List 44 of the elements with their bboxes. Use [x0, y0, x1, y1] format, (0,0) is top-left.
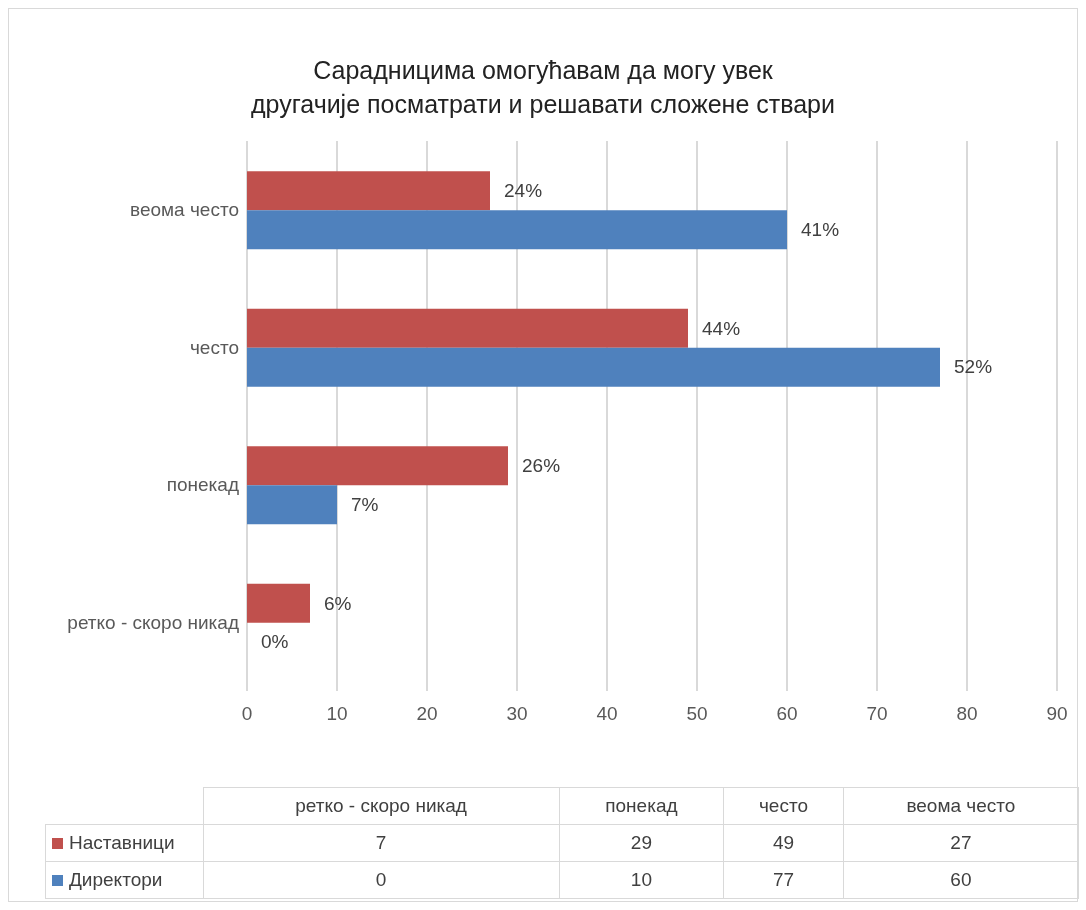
- annotation: 41%: [801, 218, 840, 240]
- category-label: веома често: [843, 787, 1079, 825]
- data-label: 29: [559, 824, 724, 862]
- annotation: 44%: [702, 317, 741, 339]
- legend-label: Наставници: [45, 824, 203, 862]
- chart-title: Сарадницима омогућавам да могу увек другачије посматрати и решавати сложене ствари: [250, 55, 836, 120]
- annotation: 24%: [504, 180, 543, 202]
- annotation: 6%: [324, 592, 352, 614]
- annotation: 7%: [351, 493, 379, 515]
- y-tick-label: често: [189, 336, 239, 358]
- legend-label: Директори: [45, 861, 203, 899]
- annotation: 52%: [954, 356, 993, 378]
- x-tick-label: 0: [241, 703, 253, 725]
- data-label: 0: [203, 861, 560, 899]
- y-tick-label: понекад: [166, 474, 239, 496]
- x-tick-label: 60: [776, 703, 798, 725]
- data-label: 49: [723, 824, 844, 862]
- data-label: 27: [843, 824, 1079, 862]
- x-tick-label: 40: [596, 703, 618, 725]
- data-label: 10: [559, 861, 724, 899]
- x-tick-label: 30: [506, 703, 528, 725]
- data-label: 60: [843, 861, 1079, 899]
- data-label: 77: [723, 861, 844, 899]
- bar: [247, 171, 490, 211]
- bar: [247, 210, 787, 250]
- x-tick-label: 90: [1046, 703, 1068, 725]
- x-tick-label: 10: [326, 703, 348, 725]
- annotation: 0%: [261, 631, 289, 653]
- category-label: понекад: [559, 787, 724, 825]
- y-tick-label: веома често: [130, 199, 239, 221]
- x-tick-label: 20: [416, 703, 438, 725]
- bar: [247, 308, 688, 348]
- data-label: 7: [203, 824, 560, 862]
- annotation: 26%: [522, 455, 561, 477]
- bar: [247, 583, 310, 623]
- x-tick-label: 70: [866, 703, 888, 725]
- y-tick-label: ретко - скоро никад: [67, 611, 239, 633]
- x-tick-label: 80: [956, 703, 978, 725]
- category-label: често: [723, 787, 844, 825]
- bar: [247, 347, 940, 387]
- bar: [247, 446, 508, 486]
- x-tick-label: 50: [686, 703, 708, 725]
- category-label: ретко - скоро никад: [203, 787, 560, 825]
- bar: [247, 485, 337, 525]
